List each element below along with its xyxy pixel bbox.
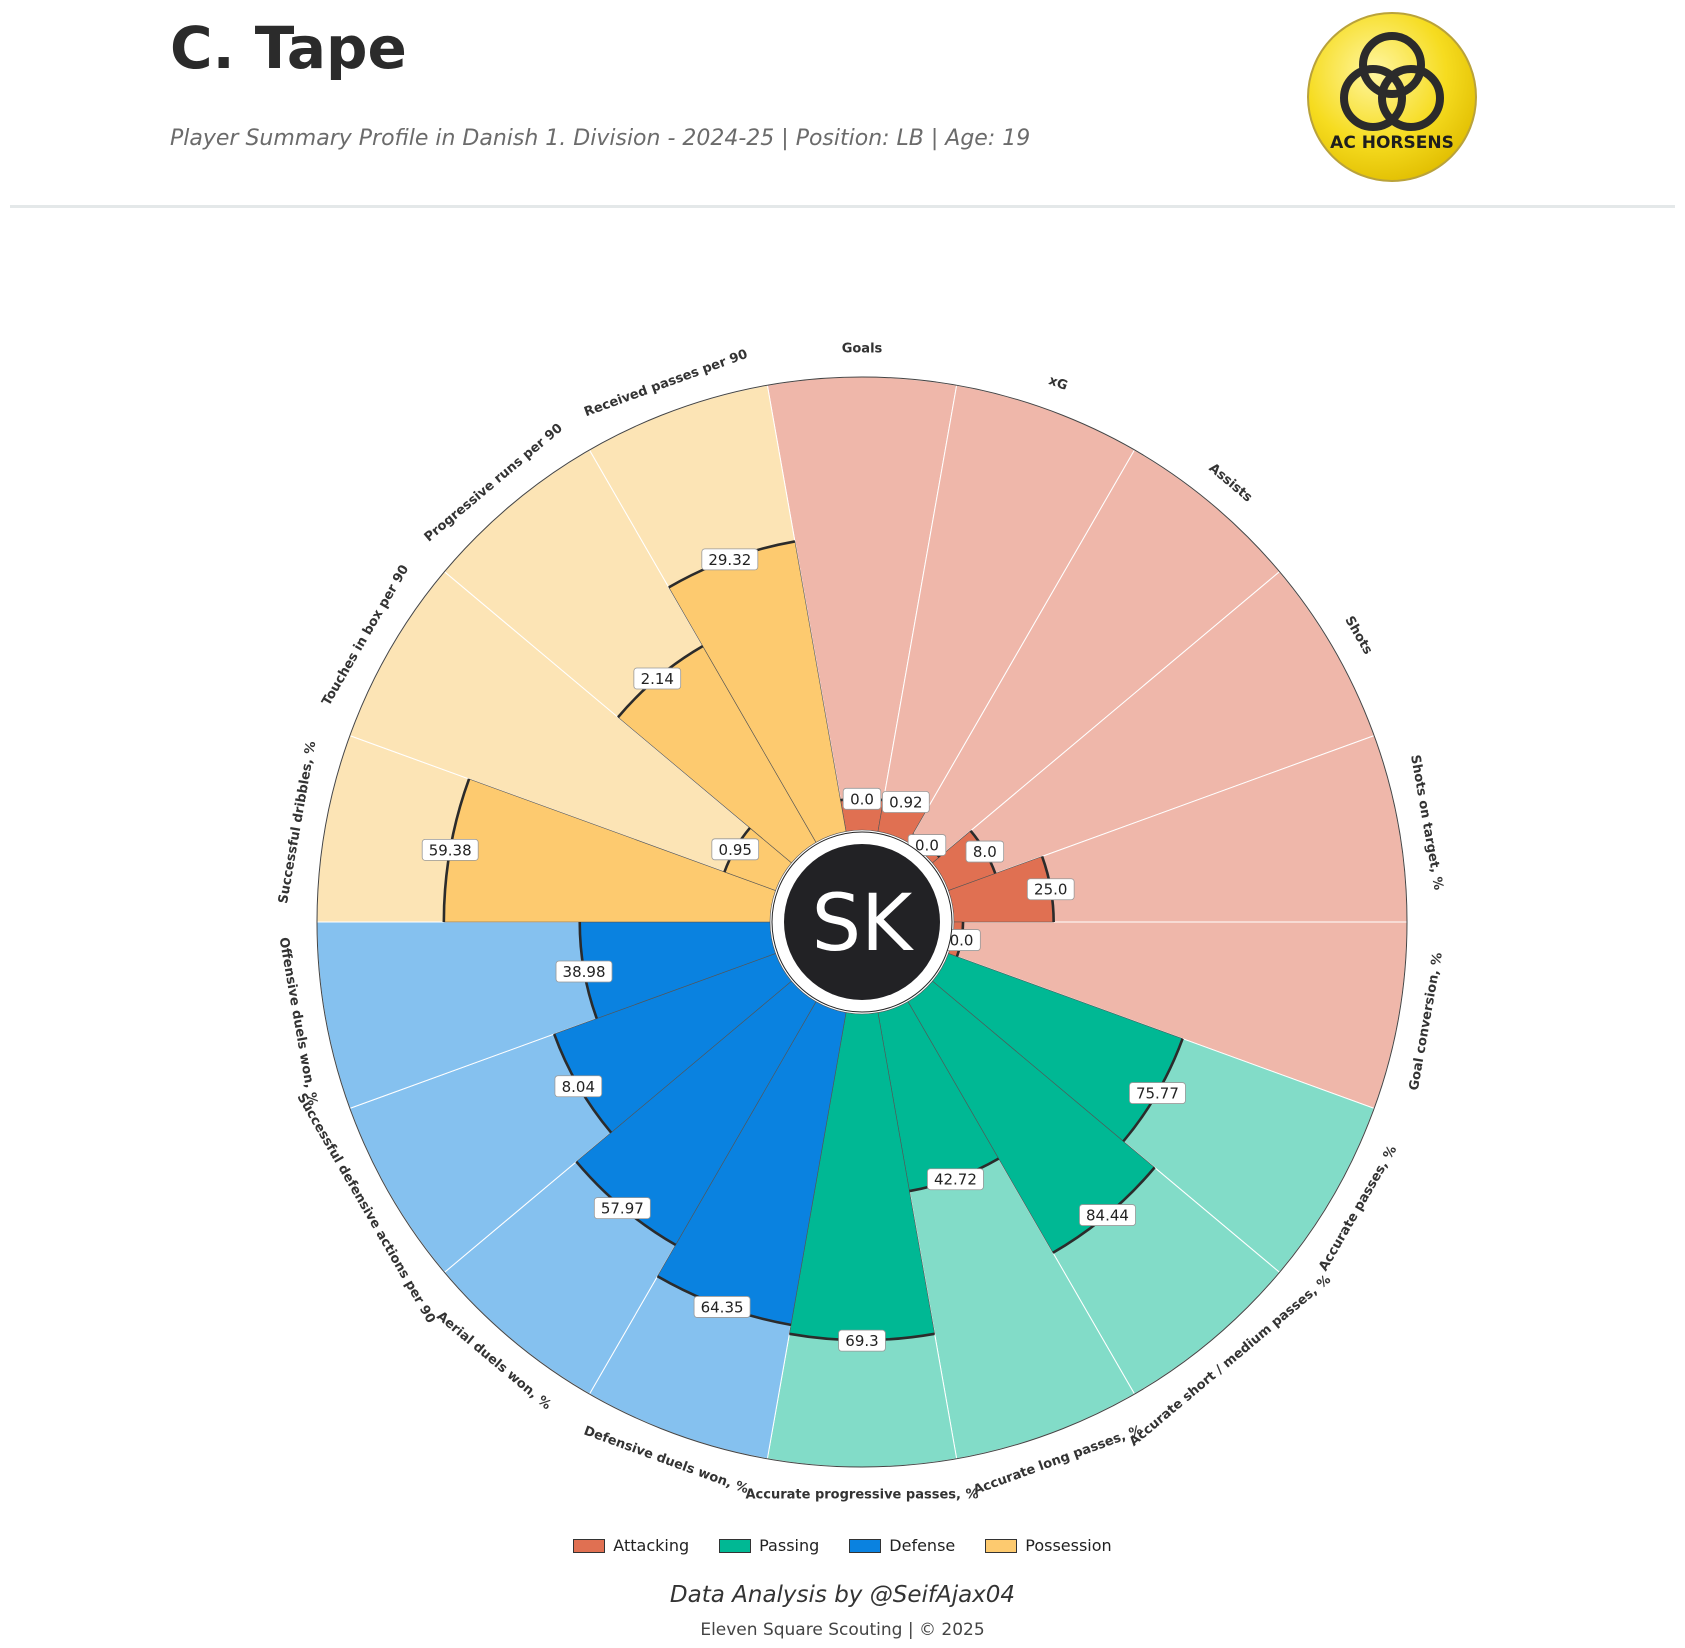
value-text-offensive-duels-won: 38.98: [563, 963, 606, 981]
value-text-accurate-passes: 75.77: [1136, 1085, 1179, 1103]
legend-label-defense: Defense: [889, 1536, 956, 1555]
value-label-xg: 0.92: [882, 791, 930, 813]
center-badge: SK: [771, 831, 953, 1013]
player-name: C. Tape: [170, 14, 407, 82]
value-box-offensive-duels-won: [555, 960, 613, 983]
chart-legend: Attacking Passing Defense Possession: [0, 1536, 1685, 1555]
value-label-accurate-progressive-passes: 69.3: [838, 1329, 886, 1352]
value-label-goals: 0.0: [842, 787, 882, 810]
value-text-goals: 0.0: [850, 790, 874, 808]
value-label-accurate-passes: 75.77: [1129, 1082, 1186, 1104]
value-text-progressive-runs-per-90: 2.14: [641, 670, 674, 688]
value-box-progressive-runs-per-90: [633, 667, 682, 690]
value-label-successful-dribbles: 59.38: [421, 838, 479, 861]
value-label-touches-in-box-per-90: 0.95: [711, 838, 760, 861]
value-label-shots: 8.0: [965, 840, 1005, 863]
value-text-shots: 8.0: [973, 843, 997, 861]
value-text-accurate-long-passes: 42.72: [934, 1171, 977, 1189]
metric-label-shots: Shots: [1341, 614, 1375, 658]
legend-item-defense: Defense: [849, 1536, 955, 1555]
metric-label-xg: xG: [1046, 373, 1069, 394]
legend-label-attacking: Attacking: [613, 1536, 690, 1555]
value-box-touches-in-box-per-90: [711, 838, 760, 861]
value-text-aerial-duels-won: 57.97: [601, 1200, 644, 1218]
legend-swatch-attacking: [573, 1538, 606, 1553]
value-box-successful-dribbles: [421, 838, 479, 861]
center-badge-text: SK: [812, 879, 915, 969]
value-text-accurate-progressive-passes: 69.3: [845, 1332, 878, 1350]
value-text-successful-dribbles: 59.38: [429, 841, 472, 859]
legend-label-passing: Passing: [759, 1536, 820, 1555]
value-text-xg: 0.92: [889, 793, 922, 811]
metric-label-goals: Goals: [842, 342, 883, 357]
value-label-progressive-runs-per-90: 2.14: [633, 667, 682, 690]
value-text-shots-on-target: 25.0: [1034, 881, 1067, 899]
value-text-received-passes-per-90: 29.32: [708, 551, 751, 569]
club-logo: AC HORSENS: [1307, 12, 1477, 182]
value-label-aerial-duels-won: 57.97: [593, 1197, 651, 1220]
legend-item-possession: Possession: [985, 1536, 1112, 1555]
value-box-accurate-short-medium-passes: [1079, 1204, 1136, 1226]
value-box-aerial-duels-won: [593, 1197, 651, 1220]
value-label-accurate-long-passes: 42.72: [927, 1168, 984, 1191]
value-box-accurate-long-passes: [927, 1168, 984, 1191]
legend-swatch-passing: [719, 1538, 752, 1553]
value-label-accurate-short-medium-passes: 84.44: [1079, 1204, 1136, 1226]
credit-line: Data Analysis by @SeifAjax04: [669, 1582, 1016, 1608]
value-text-accurate-short-medium-passes: 84.44: [1086, 1207, 1129, 1225]
value-label-received-passes-per-90: 29.32: [701, 548, 759, 571]
value-text-assists: 0.0: [915, 837, 939, 855]
metric-label-offensive-duels-won: Offensive duels won, %: [276, 936, 320, 1106]
club-logo-text: AC HORSENS: [1330, 133, 1454, 153]
chart-value-bars: [443, 541, 1183, 1341]
legend-swatch-possession: [985, 1538, 1018, 1553]
legend-item-attacking: Attacking: [573, 1536, 689, 1555]
value-box-shots-on-target: [1026, 878, 1075, 901]
footer-line: Eleven Square Scouting | © 2025: [700, 1620, 985, 1640]
value-box-successful-defensive-actions-per-90: [554, 1075, 603, 1098]
metric-label-assists: Assists: [1206, 461, 1255, 506]
value-text-touches-in-box-per-90: 0.95: [719, 841, 752, 859]
value-text-defensive-duels-won: 64.35: [701, 1298, 744, 1316]
metric-label-goal-conversion: Goal conversion, %: [1407, 951, 1446, 1091]
radial-bar-chart: 0.0 0.92 0.0 8.0 25.0 0.0 75.77 84.44 42.72 69.3 6…: [276, 342, 1446, 1503]
value-box-shots: [965, 840, 1005, 863]
outer-ring: [316, 376, 1408, 1468]
value-label-assists: 0.0: [907, 834, 947, 856]
value-text-goal-conversion: 0.0: [950, 932, 974, 950]
value-box-received-passes-per-90: [701, 548, 759, 571]
value-text-successful-defensive-actions-per-90: 8.04: [562, 1078, 595, 1096]
value-label-shots-on-target: 25.0: [1026, 878, 1075, 901]
profile-subtitle: Player Summary Profile in Danish 1. Divi…: [170, 126, 1031, 151]
value-label-defensive-duels-won: 64.35: [693, 1296, 751, 1318]
value-label-offensive-duels-won: 38.98: [555, 960, 613, 983]
value-box-accurate-passes: [1129, 1082, 1186, 1104]
three-rings-crest-icon: [1340, 32, 1444, 131]
metric-label-shots-on-target: Shots on target, %: [1407, 754, 1446, 891]
value-box-defensive-duels-won: [693, 1296, 751, 1318]
legend-item-passing: Passing: [719, 1536, 819, 1555]
metric-label-accurate-progressive-passes: Accurate progressive passes, %: [746, 1488, 979, 1503]
value-label-successful-defensive-actions-per-90: 8.04: [554, 1075, 603, 1098]
legend-swatch-defense: [849, 1538, 882, 1553]
legend-label-possession: Possession: [1025, 1536, 1112, 1555]
metric-label-successful-dribbles: Successful dribbles, %: [276, 740, 319, 905]
header-divider: [10, 205, 1675, 208]
value-box-goals: [842, 787, 882, 810]
value-box-xg: [882, 791, 930, 813]
value-box-accurate-progressive-passes: [838, 1329, 886, 1352]
chart-value-labels: 0.0 0.92 0.0 8.0 25.0 0.0 75.77 84.44 42.72 69.3 6…: [421, 548, 1186, 1352]
